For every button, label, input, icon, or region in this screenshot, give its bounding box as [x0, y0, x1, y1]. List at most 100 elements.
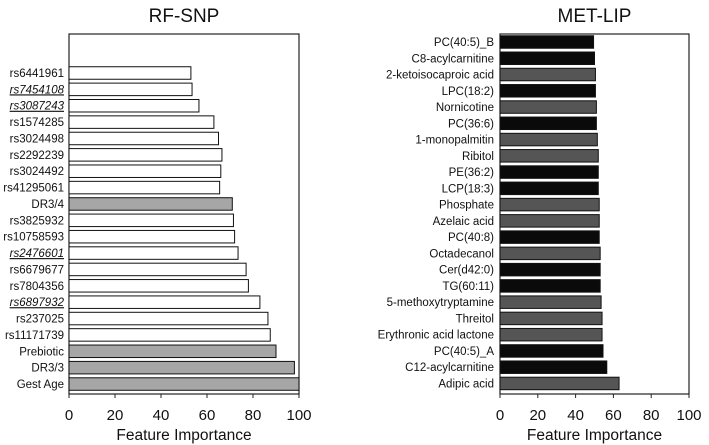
bar-rs2292239 [68, 148, 223, 162]
bar-pc-40-5-b [499, 35, 595, 49]
bar-rs11171739 [68, 328, 271, 342]
bar-dr3-4 [68, 197, 233, 211]
bar-rs3087243 [68, 98, 200, 113]
bar-1-monopalmitin [499, 132, 598, 147]
category-label-erythronic-acid-lactone: Erythronic acid lactone [378, 330, 494, 342]
bar-rs6897932 [68, 295, 261, 309]
x-tick-label-100: 100 [286, 407, 311, 424]
bar-adipic-acid [499, 376, 620, 391]
bar-rs237025 [68, 311, 269, 326]
x-tick-label-20: 20 [107, 407, 124, 424]
bar-ribitol [499, 149, 599, 163]
category-label-pc-36-6: PC(36:6) [448, 118, 494, 130]
category-label-c12-acylcarnitine: C12-acylcarnitine [405, 362, 494, 374]
category-label-lcp-18-3: LCP(18:3) [442, 183, 495, 195]
x-tick-label-40: 40 [567, 407, 584, 424]
category-label-dr3-4: DR3/4 [31, 199, 64, 211]
category-label-rs3024498: rs3024498 [10, 133, 64, 145]
category-label-lpc-18-2: LPC(18:2) [442, 86, 495, 98]
bar-rs7454108 [68, 82, 193, 97]
category-label-dr3-3: DR3/3 [31, 363, 64, 375]
category-label-gest-age: Gest Age [17, 379, 64, 391]
bar-pe-36-2 [499, 165, 599, 179]
category-label-5-methoxytryptamine: 5-methoxytryptamine [387, 297, 494, 309]
category-label-rs3825932: rs3825932 [10, 215, 64, 227]
bar-cer-d42-0 [499, 262, 601, 277]
category-label-pc-40-8: PC(40:8) [448, 232, 494, 244]
bar-rs3024492 [68, 164, 222, 178]
bar-pc-40-8 [499, 230, 600, 244]
bar-rs3024498 [68, 131, 219, 146]
x-axis-label: Feature Importance [116, 427, 251, 444]
x-tick-label-60: 60 [199, 407, 216, 424]
bar-nornicotine [499, 100, 597, 114]
category-label-2-ketoisocaproic-acid: 2-ketoisocaproic acid [386, 70, 494, 82]
bar-erythronic-acid-lactone [499, 327, 603, 342]
bar-azelaic-acid [499, 214, 600, 228]
category-label-rs7454108: rs7454108 [10, 84, 65, 96]
bar-gest-age [68, 377, 300, 391]
x-tick-label-0: 0 [65, 407, 73, 424]
bar-rs10758593 [68, 229, 236, 244]
bar-octadecanol [499, 246, 601, 261]
chart-title: MET-LIP [558, 6, 632, 27]
bar-pc-36-6 [499, 116, 597, 131]
category-label-phosphate: Phosphate [439, 200, 494, 212]
category-label-rs6897932: rs6897932 [10, 297, 65, 309]
category-label-pc-40-5-a: PC(40:5)_A [434, 346, 494, 358]
category-label-c8-acylcarnitine: C8-acylcarnitine [412, 53, 494, 65]
category-label-tg-60-11: TG(60:11) [442, 281, 494, 293]
category-label-rs2476601: rs2476601 [10, 248, 64, 260]
x-tick-label-100: 100 [676, 407, 701, 424]
bar-pc-40-5-a [499, 344, 604, 358]
category-label-rs1574285: rs1574285 [10, 117, 64, 129]
bar-rs6679677 [68, 262, 247, 277]
category-label-octadecanol: Octadecanol [429, 248, 494, 260]
x-tick-label-0: 0 [496, 407, 504, 424]
category-label-azelaic-acid: Azelaic acid [433, 216, 494, 228]
bar-lcp-18-3 [499, 181, 599, 196]
bar-phosphate [499, 197, 600, 212]
bar-rs6441961 [68, 66, 192, 80]
bar-tg-60-11 [499, 279, 601, 293]
category-label-rs6679677: rs6679677 [10, 264, 64, 276]
bar-rs7804356 [68, 279, 249, 293]
category-label-ribitol: Ribitol [462, 151, 494, 163]
bar-5-methoxytryptamine [499, 295, 602, 309]
bar-threitol [499, 311, 603, 326]
bar-c12-acylcarnitine [499, 360, 608, 374]
category-label-rs10758593: rs10758593 [3, 232, 64, 244]
x-tick-label-60: 60 [605, 407, 622, 424]
category-label-rs3024492: rs3024492 [10, 166, 64, 178]
bar-rs3825932 [68, 213, 234, 228]
category-label-rs237025: rs237025 [16, 314, 64, 326]
category-label-pe-36-2: PE(36:2) [449, 167, 495, 179]
bar-rs1574285 [68, 115, 215, 129]
bar-prebiotic [68, 344, 277, 359]
bar-dr3-3 [68, 360, 295, 375]
category-label-rs3087243: rs3087243 [10, 101, 65, 113]
bar-2-ketoisocaproic-acid [499, 67, 596, 82]
category-label-adipic-acid: Adipic acid [438, 378, 494, 390]
category-label-pc-40-5-b: PC(40:5)_B [434, 37, 494, 49]
bar-rs41295061 [68, 180, 221, 195]
category-label-rs6441961: rs6441961 [10, 68, 64, 80]
x-tick-label-40: 40 [153, 407, 170, 424]
category-label-nornicotine: Nornicotine [436, 102, 494, 114]
x-tick-label-20: 20 [529, 407, 546, 424]
category-label-rs2292239: rs2292239 [10, 150, 64, 162]
bar-lpc-18-2 [499, 84, 596, 98]
x-tick-label-80: 80 [245, 407, 262, 424]
x-axis-label: Feature Importance [527, 427, 662, 444]
x-tick-label-80: 80 [643, 407, 660, 424]
plot-frame [499, 33, 690, 395]
bar-rs2476601 [68, 246, 239, 260]
panel-met-lip: MET-LIP PC(40:5)_B C8-acylcarnitine 2-ketoi… [378, 6, 702, 444]
category-label-rs11171739: rs11171739 [5, 330, 64, 342]
category-label-rs41295061: rs41295061 [3, 183, 64, 195]
bar-c8-acylcarnitine [499, 51, 595, 66]
category-label-threitol: Threitol [456, 313, 494, 325]
category-label-1-monopalmitin: 1-monopalmitin [415, 135, 494, 147]
